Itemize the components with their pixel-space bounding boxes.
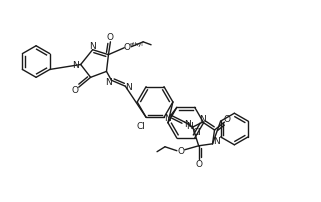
Text: N: N [72,61,79,70]
Text: ethyl: ethyl [129,42,143,47]
Text: N: N [165,113,171,122]
Text: O: O [177,146,184,156]
Text: O: O [124,43,131,52]
Text: O: O [71,85,78,94]
Text: N: N [105,77,112,86]
Text: N: N [125,82,132,91]
Text: O: O [224,114,231,123]
Text: N: N [213,137,220,146]
Text: N: N [199,114,206,123]
Text: N: N [89,42,96,51]
Text: N: N [187,121,193,130]
Text: Cl: Cl [192,127,201,136]
Text: N: N [184,119,191,128]
Text: O: O [107,33,114,42]
Text: O: O [195,159,202,168]
Text: Cl: Cl [137,121,146,130]
